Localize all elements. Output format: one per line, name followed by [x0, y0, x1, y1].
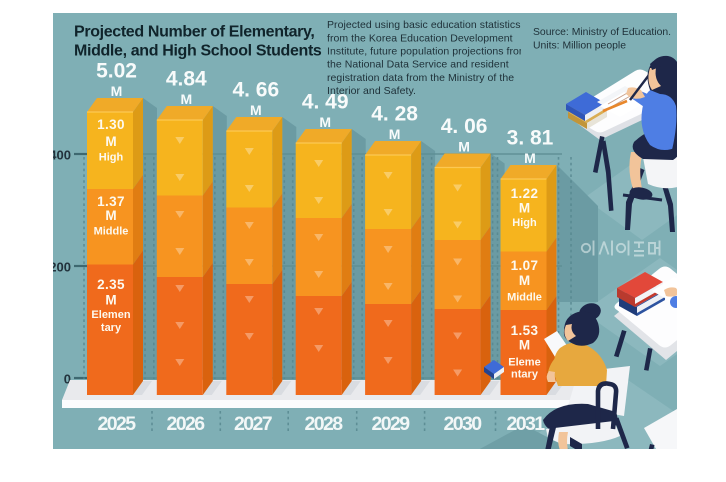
svg-text:Elemen: Elemen [91, 309, 130, 321]
svg-text:registration data from the Min: registration data from the Ministry of t… [327, 72, 514, 84]
svg-text:Projected Number of Elementary: Projected Number of Elementary, [74, 24, 314, 41]
svg-text:1.37: 1.37 [97, 194, 125, 209]
svg-text:4.84: 4.84 [166, 68, 207, 91]
svg-text:200: 200 [53, 260, 71, 275]
svg-text:1.30: 1.30 [97, 117, 125, 132]
svg-text:Projected using basic educatio: Projected using basic education statisti… [327, 19, 521, 31]
svg-text:2025: 2025 [98, 413, 137, 435]
svg-text:2029: 2029 [372, 413, 411, 435]
svg-text:1.22: 1.22 [511, 186, 539, 201]
svg-text:M: M [519, 273, 530, 288]
svg-text:M: M [389, 126, 401, 142]
svg-text:2028: 2028 [305, 413, 344, 435]
svg-text:High: High [99, 152, 124, 164]
svg-text:2030: 2030 [444, 413, 483, 435]
svg-text:High: High [512, 217, 537, 229]
svg-text:M: M [458, 139, 470, 155]
svg-text:4. 66: 4. 66 [232, 79, 279, 102]
svg-text:Middle: Middle [507, 292, 542, 304]
svg-text:2027: 2027 [234, 413, 272, 435]
svg-text:from the Korea Education Devel: from the Korea Education Development [327, 32, 513, 44]
svg-text:4. 28: 4. 28 [371, 103, 418, 126]
svg-text:M: M [105, 134, 116, 149]
svg-text:4. 49: 4. 49 [302, 91, 349, 114]
svg-text:Source: Ministry of Education.: Source: Ministry of Education. [533, 27, 671, 38]
svg-text:M: M [319, 114, 331, 130]
svg-text:the National Data Service and: the National Data Service and resident [327, 59, 509, 71]
svg-text:M: M [111, 83, 123, 99]
svg-text:2.35: 2.35 [97, 277, 125, 292]
svg-text:4. 06: 4. 06 [441, 115, 488, 138]
svg-text:M: M [180, 91, 192, 107]
svg-text:2031: 2031 [507, 413, 546, 435]
svg-text:2026: 2026 [167, 413, 206, 435]
svg-text:M: M [250, 102, 262, 118]
svg-text:3. 81: 3. 81 [507, 127, 554, 150]
svg-text:M: M [105, 208, 116, 223]
svg-text:Eleme: Eleme [508, 357, 540, 369]
svg-text:M: M [519, 338, 530, 353]
svg-text:1.53: 1.53 [511, 323, 539, 338]
svg-text:Units: Million people: Units: Million people [533, 41, 626, 52]
svg-text:Interior and Safety.: Interior and Safety. [327, 85, 416, 97]
svg-text:400: 400 [53, 148, 71, 163]
svg-text:0: 0 [64, 372, 71, 387]
svg-text:ntary: ntary [511, 369, 539, 381]
svg-text:Middle, and High School Studen: Middle, and High School Students [74, 43, 322, 60]
svg-text:5.02: 5.02 [96, 60, 137, 83]
svg-text:Middle: Middle [94, 226, 129, 238]
svg-text:tary: tary [101, 322, 122, 334]
svg-text:1.07: 1.07 [511, 258, 539, 273]
svg-text:Institute, future population p: Institute, future population projections… [327, 46, 528, 58]
svg-text:M: M [524, 150, 536, 166]
svg-text:M: M [105, 293, 116, 308]
svg-text:M: M [519, 201, 530, 216]
